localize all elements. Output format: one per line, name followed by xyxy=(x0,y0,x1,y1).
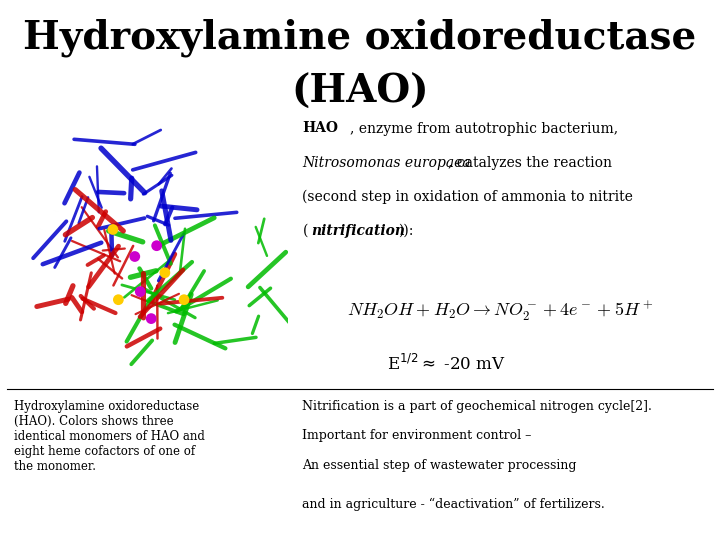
Text: (second step in oxidation of ammonia to nitrite: (second step in oxidation of ammonia to … xyxy=(302,190,634,204)
Text: Hydroxylamine oxidoreductase: Hydroxylamine oxidoreductase xyxy=(23,19,697,57)
Point xyxy=(135,287,146,296)
Text: $NH_2OH + H_2O \rightarrow NO_2^- + 4e^- + 5H^+$: $NH_2OH + H_2O \rightarrow NO_2^- + 4e^-… xyxy=(347,300,654,323)
Text: (: ( xyxy=(302,224,307,238)
Text: E$^{1/2}$$\approx$ -20 mV: E$^{1/2}$$\approx$ -20 mV xyxy=(387,354,506,374)
Point xyxy=(112,295,124,304)
Point xyxy=(145,314,157,323)
Text: , catalyzes the reaction: , catalyzes the reaction xyxy=(448,156,612,170)
Text: )):: )): xyxy=(398,224,413,238)
Point xyxy=(159,268,171,277)
Point xyxy=(151,241,163,250)
Text: Important for environment control –: Important for environment control – xyxy=(302,429,532,442)
Text: , enzyme from autotrophic bacterium,: , enzyme from autotrophic bacterium, xyxy=(350,122,618,136)
Point xyxy=(179,295,190,304)
Text: and in agriculture - “deactivation” of fertilizers.: and in agriculture - “deactivation” of f… xyxy=(302,498,605,511)
Text: An essential step of wastewater processing: An essential step of wastewater processi… xyxy=(302,459,577,472)
Text: Nitrification is a part of geochemical nitrogen cycle[2].: Nitrification is a part of geochemical n… xyxy=(302,400,652,413)
Point xyxy=(107,225,119,234)
Text: nitrification: nitrification xyxy=(311,224,405,238)
Text: (HAO): (HAO) xyxy=(291,73,429,111)
Text: Hydroxylamine oxidoreductase
(HAO). Colors shows three
identical monomers of HAO: Hydroxylamine oxidoreductase (HAO). Colo… xyxy=(14,400,205,472)
Text: HAO: HAO xyxy=(302,122,338,136)
Text: Nitrosomonas europaea: Nitrosomonas europaea xyxy=(302,156,471,170)
Point xyxy=(129,252,140,261)
